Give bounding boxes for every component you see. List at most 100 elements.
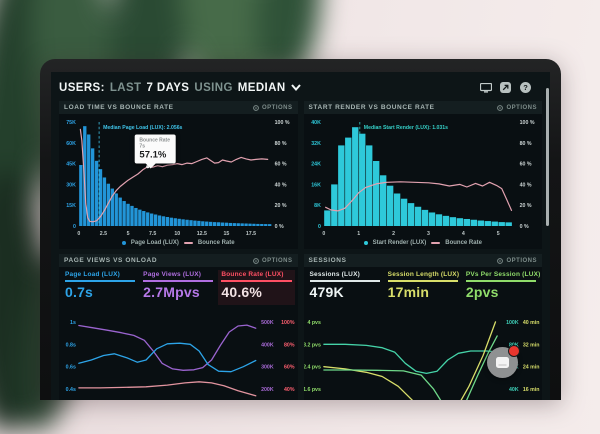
svg-text:45K: 45K — [66, 162, 76, 168]
svg-text:60K: 60K — [66, 141, 76, 147]
svg-text:0: 0 — [322, 231, 325, 237]
svg-text:60%: 60% — [284, 365, 295, 371]
svg-text:0: 0 — [73, 224, 76, 230]
svg-text:0: 0 — [77, 231, 80, 237]
svg-text:15K: 15K — [66, 203, 76, 209]
svg-text:12.5: 12.5 — [197, 231, 207, 237]
svg-text:80%: 80% — [284, 342, 295, 348]
page-load-legend-dot — [121, 240, 126, 245]
chart-tooltip: Bounce Rate 7s 57.1% — [134, 134, 176, 169]
svg-text:0 %: 0 % — [519, 224, 528, 230]
share-icon[interactable] — [499, 82, 512, 93]
svg-text:2.5: 2.5 — [100, 231, 107, 237]
svg-text:20 %: 20 % — [275, 203, 287, 209]
svg-text:1.6 pvs: 1.6 pvs — [304, 387, 321, 393]
bounce-rate-legend-line — [431, 241, 441, 244]
metric-session-length[interactable]: Session Length (LUX) 17min — [387, 271, 460, 300]
svg-text:40K: 40K — [509, 387, 519, 393]
dashboard-screen: USERS: LAST 7 DAYS USING MEDIAN ? — [51, 72, 550, 400]
header-part: USERS: — [59, 81, 105, 94]
svg-text:17.5: 17.5 — [246, 231, 256, 237]
svg-text:80 %: 80 % — [519, 141, 531, 147]
svg-text:0.6s: 0.6s — [66, 365, 76, 371]
options-button[interactable]: OPTIONS — [497, 105, 537, 111]
options-button[interactable]: OPTIONS — [497, 258, 537, 264]
gear-icon — [253, 257, 259, 264]
svg-text:8K: 8K — [314, 203, 321, 209]
svg-text:15: 15 — [224, 231, 230, 237]
svg-text:75K: 75K — [66, 120, 76, 126]
start-render-chart[interactable]: 40K 32K 24K 16K 8K 0 100 % 80 % 60 % 40 % 20 % 0 % 0… — [304, 116, 543, 237]
header-part: 7 DAYS — [146, 81, 190, 94]
svg-text:60 %: 60 % — [519, 162, 531, 168]
chevron-down-icon — [290, 84, 301, 91]
svg-text:20 %: 20 % — [519, 203, 531, 209]
dashboard-header: USERS: LAST 7 DAYS USING MEDIAN ? — [59, 77, 542, 98]
svg-text:200K: 200K — [261, 387, 274, 393]
svg-text:4: 4 — [461, 231, 464, 237]
svg-text:?: ? — [523, 83, 528, 92]
message-icon — [496, 356, 509, 368]
panel-title: START RENDER VS BOUNCE RATE — [308, 104, 435, 111]
bounce-rate-legend-line — [183, 241, 193, 244]
svg-text:1: 1 — [357, 231, 360, 237]
panel-sessions: SESSIONS OPTIONS Sessions (LUX) 479K Ses… — [303, 254, 543, 400]
svg-text:0 %: 0 % — [275, 224, 284, 230]
panel-page-views-vs-onload: PAGE VIEWS VS ONLOAD OPTIONS Page Load (… — [59, 254, 298, 400]
svg-text:0: 0 — [317, 224, 320, 230]
svg-text:400K: 400K — [261, 342, 274, 348]
svg-text:7.5: 7.5 — [149, 231, 156, 237]
svg-text:2.4 pvs: 2.4 pvs — [304, 365, 321, 371]
display-icon[interactable] — [479, 82, 492, 93]
svg-text:3.2 pvs: 3.2 pvs — [304, 342, 321, 348]
svg-text:32K: 32K — [311, 141, 321, 147]
chart-legend: Page Load (LUX) Bounce Rate — [59, 237, 298, 248]
header-part: LAST — [109, 81, 142, 94]
svg-text:100K: 100K — [506, 320, 519, 326]
panel-title: PAGE VIEWS VS ONLOAD — [64, 257, 158, 264]
metric-pvs-per-session[interactable]: PVs Per Session (LUX) 2pvs — [465, 271, 541, 300]
svg-text:100 %: 100 % — [275, 120, 290, 126]
svg-text:0.8s: 0.8s — [66, 342, 76, 348]
page-views-onload-chart[interactable]: 1s 0.8s 0.6s 0.4s 500K 400K 300K 200K 100% 80% 60%… — [59, 308, 298, 400]
svg-text:40 %: 40 % — [519, 182, 531, 188]
svg-text:100%: 100% — [281, 320, 295, 326]
svg-text:40K: 40K — [311, 120, 321, 126]
svg-text:30K: 30K — [66, 182, 76, 188]
metric-bounce-rate[interactable]: Bounce Rate (LUX) 40.6% — [218, 270, 295, 305]
svg-text:5: 5 — [127, 231, 130, 237]
header-part: USING — [194, 81, 233, 94]
svg-text:300K: 300K — [261, 365, 274, 371]
svg-text:16 min: 16 min — [522, 387, 539, 393]
options-button[interactable]: OPTIONS — [253, 258, 293, 264]
help-icon[interactable]: ? — [519, 82, 532, 93]
panel-title: SESSIONS — [308, 257, 347, 264]
start-render-legend-dot — [363, 240, 368, 245]
metric-sessions[interactable]: Sessions (LUX) 479K — [309, 271, 380, 304]
svg-text:Median Page Load (LUX): 2.056s: Median Page Load (LUX): 2.056s — [103, 125, 182, 131]
metric-page-load[interactable]: Page Load (LUX) 0.7s — [65, 271, 136, 304]
svg-text:24K: 24K — [311, 162, 321, 168]
svg-text:2: 2 — [392, 231, 395, 237]
metric-page-views[interactable]: Page Views (LUX) 2.7Mpvs — [143, 271, 214, 304]
laptop-bezel: USERS: LAST 7 DAYS USING MEDIAN ? — [40, 59, 561, 400]
svg-text:3: 3 — [427, 231, 430, 237]
chat-button[interactable] — [487, 345, 520, 378]
load-time-chart[interactable]: 75K 60K 45K 30K 15K 0 100 % 80 % 60 % 40 % 20 % 0 %… — [59, 116, 298, 237]
header-part: MEDIAN — [237, 81, 286, 94]
options-button[interactable]: OPTIONS — [253, 105, 293, 111]
svg-text:4 pvs: 4 pvs — [307, 320, 320, 326]
scrollbar[interactable] — [546, 88, 549, 226]
svg-text:16K: 16K — [311, 182, 321, 188]
svg-text:10: 10 — [174, 231, 180, 237]
users-range-dropdown[interactable]: USERS: LAST 7 DAYS USING MEDIAN — [59, 82, 301, 94]
svg-text:5: 5 — [496, 231, 499, 237]
svg-text:60 %: 60 % — [275, 162, 287, 168]
panel-start-render-vs-bounce-rate: START RENDER VS BOUNCE RATE OPTIONS 40K 3… — [303, 101, 543, 249]
gear-icon — [253, 104, 259, 111]
svg-text:100 %: 100 % — [519, 120, 534, 126]
svg-text:500K: 500K — [261, 320, 274, 326]
svg-text:32 min: 32 min — [522, 342, 539, 348]
svg-text:80 %: 80 % — [275, 141, 287, 147]
